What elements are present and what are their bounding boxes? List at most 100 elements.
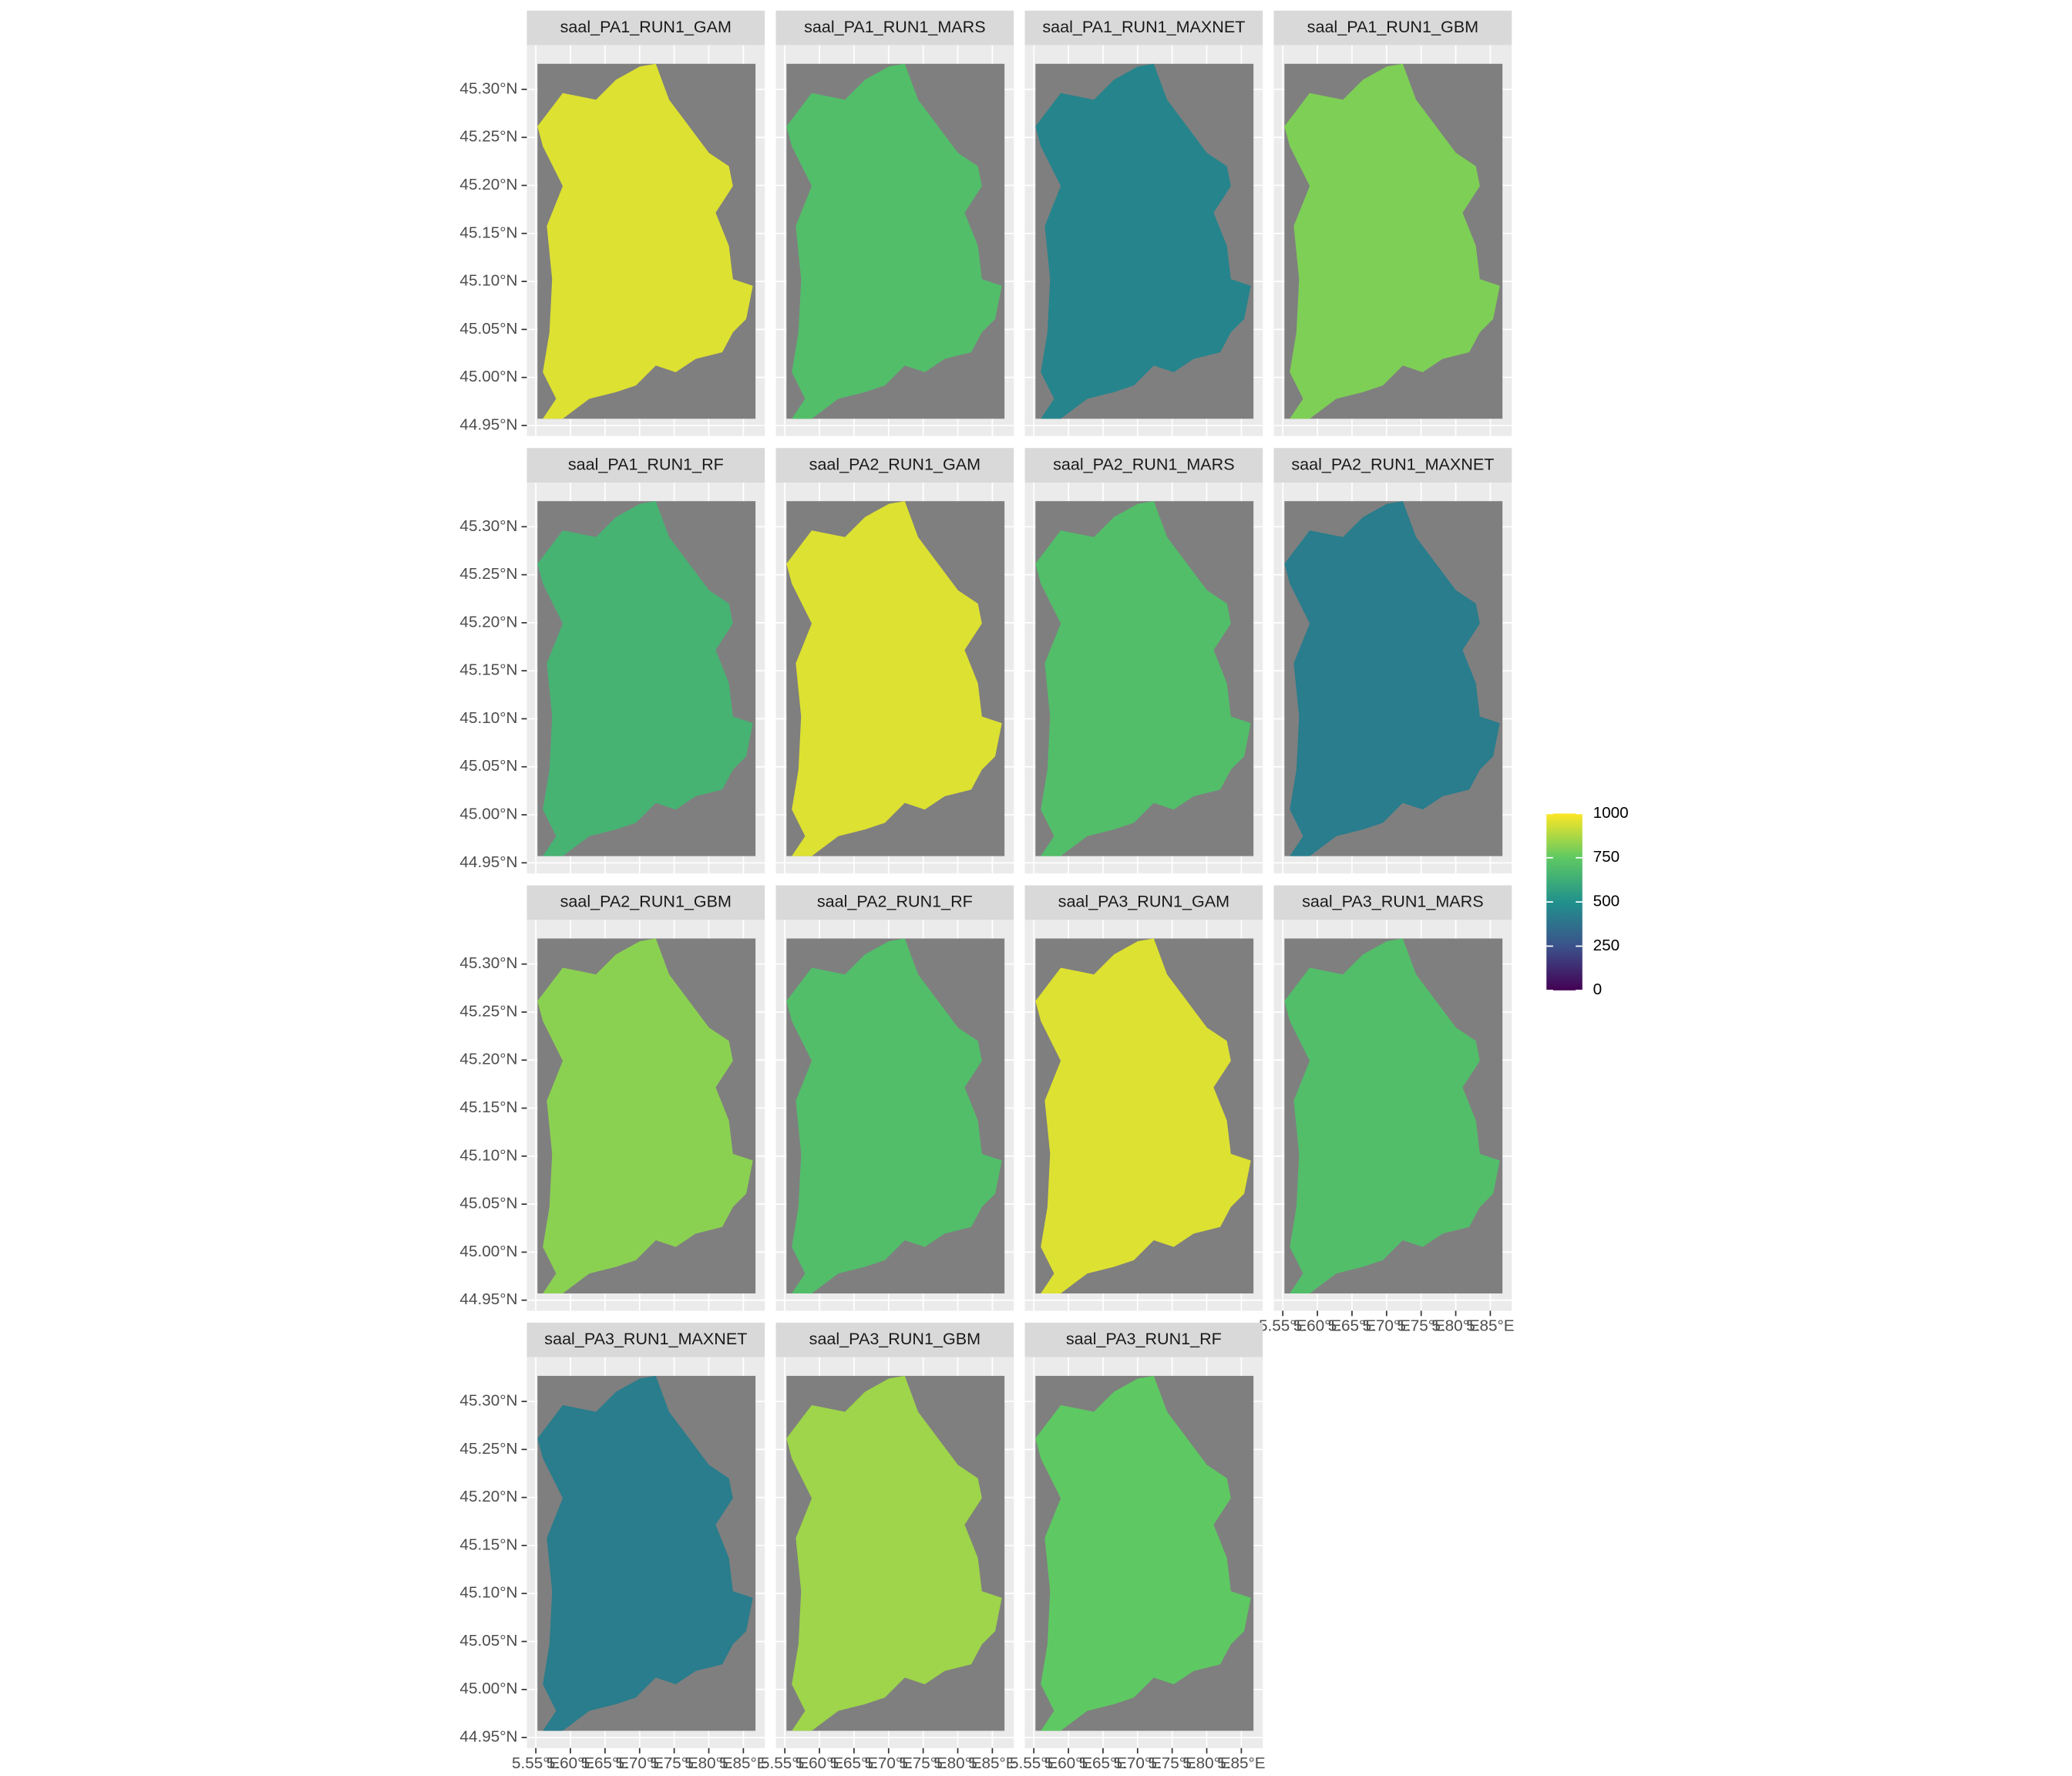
- y-tick-label: 45.20°N: [459, 1051, 517, 1068]
- y-tick-label: 44.95°N: [459, 853, 517, 871]
- y-tick-label: 45.25°N: [459, 1002, 517, 1020]
- strip-background: [1024, 448, 1263, 483]
- raster-area: [537, 938, 753, 1293]
- strip-background: [1273, 10, 1512, 45]
- x-tick-label: 5.70°E: [865, 1754, 913, 1772]
- x-tick-label: 5.75°E: [650, 1754, 698, 1772]
- strip-title: saal_PA1_RUN1_GAM: [560, 17, 732, 36]
- strip-background: [1024, 885, 1263, 920]
- x-tick-label: 5.60°E: [1044, 1754, 1092, 1772]
- x-tick-label: 5.75°E: [899, 1754, 947, 1772]
- y-tick-label: 45.05°N: [459, 1195, 517, 1213]
- y-tick-label: 45.15°N: [459, 224, 517, 241]
- y-tick-label: 45.15°N: [459, 1536, 517, 1553]
- raster-area: [1035, 63, 1251, 419]
- x-tick-label: 5.55°E: [1259, 1317, 1307, 1335]
- strip-background: [775, 10, 1014, 45]
- raster-area: [786, 501, 1002, 856]
- x-tick-label: 5.55°E: [1010, 1754, 1058, 1772]
- strip-title: saal_PA3_RUN1_MARS: [1302, 892, 1484, 911]
- raster-area: [1035, 501, 1251, 856]
- strip-background: [775, 1322, 1014, 1357]
- x-tick-label: 5.65°E: [830, 1754, 878, 1772]
- y-tick-label: 45.20°N: [459, 1488, 517, 1505]
- raster-area: [1284, 501, 1500, 856]
- y-tick-label: 45.25°N: [459, 1440, 517, 1458]
- strip-title: saal_PA1_RUN1_MARS: [804, 17, 986, 36]
- raster-area: [786, 938, 1002, 1293]
- colorbar-label: 250: [1593, 937, 1620, 954]
- colorbar-label: 500: [1593, 893, 1620, 910]
- y-tick-label: 45.15°N: [459, 661, 517, 679]
- x-tick-label: 5.70°E: [1114, 1754, 1162, 1772]
- y-tick-label: 45.00°N: [459, 1680, 517, 1697]
- raster-area: [786, 63, 1002, 419]
- strip-title: saal_PA1_RUN1_MAXNET: [1042, 17, 1245, 36]
- y-tick-label: 45.10°N: [459, 1584, 517, 1602]
- y-tick-label: 45.10°N: [459, 272, 517, 290]
- strip-background: [775, 448, 1014, 483]
- colorbar-label: 0: [1593, 980, 1603, 998]
- strip-background: [1273, 448, 1512, 483]
- y-tick-label: 45.30°N: [459, 954, 517, 972]
- y-tick-label: 45.25°N: [459, 128, 517, 146]
- colorbar-label: 1000: [1593, 804, 1629, 822]
- y-tick-label: 45.30°N: [459, 79, 517, 97]
- strip-title: saal_PA1_RUN1_RF: [568, 454, 724, 473]
- y-tick-label: 44.95°N: [459, 1728, 517, 1746]
- y-tick-label: 45.10°N: [459, 709, 517, 727]
- y-tick-label: 45.00°N: [459, 806, 517, 823]
- y-tick-label: 45.25°N: [459, 565, 517, 583]
- x-tick-label: 5.65°E: [1079, 1754, 1127, 1772]
- x-tick-label: 5.55°E: [761, 1754, 809, 1772]
- x-tick-label: 5.80°E: [933, 1754, 981, 1772]
- strip-title: saal_PA2_RUN1_GBM: [560, 892, 732, 911]
- raster-area: [537, 63, 753, 419]
- x-tick-label: 5.65°E: [581, 1754, 629, 1772]
- y-tick-label: 45.05°N: [459, 320, 517, 338]
- x-tick-label: 5.85°E: [1466, 1317, 1514, 1335]
- x-tick-label: 5.85°E: [968, 1754, 1016, 1772]
- raster-area: [1284, 63, 1500, 419]
- x-tick-label: 5.70°E: [1363, 1317, 1411, 1335]
- y-tick-label: 45.30°N: [459, 1392, 517, 1410]
- x-tick-label: 5.80°E: [684, 1754, 732, 1772]
- x-tick-label: 5.65°E: [1328, 1317, 1376, 1335]
- strip-title: saal_PA3_RUN1_MAXNET: [544, 1329, 747, 1348]
- x-tick-label: 5.75°E: [1397, 1317, 1445, 1335]
- colorbar-label: 750: [1593, 848, 1620, 866]
- y-tick-label: 45.05°N: [459, 1632, 517, 1650]
- strip-title: saal_PA1_RUN1_GBM: [1307, 17, 1478, 36]
- strip-background: [1024, 10, 1263, 45]
- raster-area: [1035, 1375, 1251, 1731]
- y-tick-label: 45.00°N: [459, 368, 517, 385]
- strip-background: [526, 885, 765, 920]
- x-tick-label: 5.60°E: [1293, 1317, 1341, 1335]
- y-tick-label: 45.00°N: [459, 1243, 517, 1260]
- x-tick-label: 5.75°E: [1148, 1754, 1196, 1772]
- strip-background: [1273, 885, 1512, 920]
- strip-title: saal_PA3_RUN1_RF: [1066, 1329, 1222, 1348]
- x-tick-label: 5.60°E: [547, 1754, 594, 1772]
- strip-background: [1024, 1322, 1263, 1357]
- strip-background: [526, 1322, 765, 1357]
- raster-area: [786, 1375, 1002, 1731]
- raster-area: [1035, 938, 1251, 1293]
- strip-background: [526, 448, 765, 483]
- x-tick-label: 5.60°E: [796, 1754, 843, 1772]
- raster-area: [537, 501, 753, 856]
- strip-title: saal_PA2_RUN1_RF: [817, 892, 973, 911]
- y-tick-label: 45.15°N: [459, 1098, 517, 1116]
- y-tick-label: 44.95°N: [459, 1290, 517, 1308]
- strip-background: [526, 10, 765, 45]
- y-tick-label: 45.30°N: [459, 517, 517, 535]
- y-tick-label: 45.10°N: [459, 1146, 517, 1164]
- x-tick-label: 5.80°E: [1182, 1754, 1230, 1772]
- y-tick-label: 45.05°N: [459, 757, 517, 775]
- x-tick-label: 5.85°E: [1217, 1754, 1265, 1772]
- raster-area: [1284, 938, 1500, 1293]
- x-tick-label: 5.85°E: [719, 1754, 767, 1772]
- y-tick-label: 45.20°N: [459, 613, 517, 631]
- x-tick-label: 5.55°E: [512, 1754, 560, 1772]
